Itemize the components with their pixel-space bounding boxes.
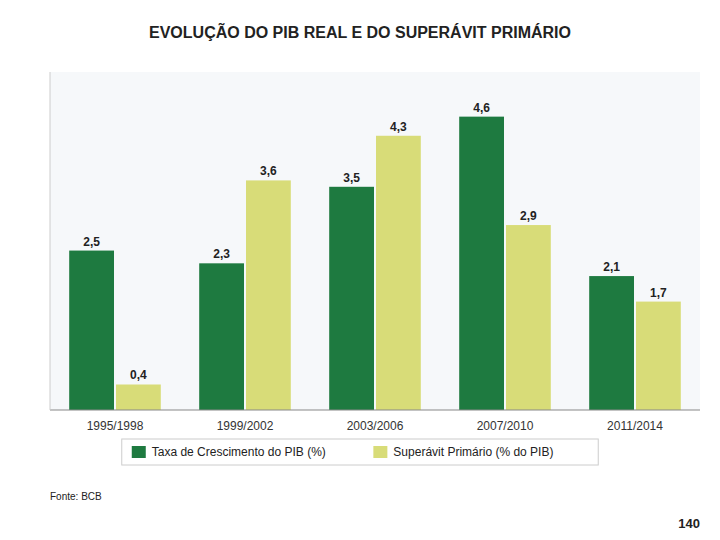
- data-label: 2,5: [83, 235, 100, 249]
- data-label: 4,3: [390, 120, 407, 134]
- x-axis: [50, 410, 700, 411]
- data-label: 0,4: [130, 368, 147, 382]
- data-label: 3,5: [343, 171, 360, 185]
- bar: [459, 117, 504, 410]
- bar: [376, 136, 421, 410]
- bar: [636, 302, 681, 410]
- plot-area: [50, 72, 700, 410]
- bar: [589, 276, 634, 410]
- x-tick-label: 2011/2014: [607, 419, 663, 433]
- page-number: 140: [678, 516, 700, 531]
- bar: [506, 225, 551, 410]
- bars: [69, 117, 681, 410]
- data-label: 1,7: [650, 286, 667, 300]
- legend-swatch: [373, 446, 387, 458]
- legend-entry: Superávit Primário (% do PIB): [393, 445, 553, 459]
- data-labels: 2,5 2,3 3,5 4,6 2,1 0,4 3,6 4,3 2,9 1,7: [83, 101, 667, 383]
- legend-swatch: [132, 446, 146, 458]
- legend: Taxa de Crescimento do PIB (%) Superávit …: [122, 439, 598, 465]
- data-label: 2,9: [520, 209, 537, 223]
- x-tick-label: 2003/2006: [347, 419, 404, 433]
- legend-box: [122, 439, 598, 465]
- data-label: 3,6: [260, 164, 277, 178]
- bar: [246, 180, 291, 410]
- bar: [116, 384, 161, 410]
- source-note: Fonte: BCB: [50, 491, 102, 502]
- data-label: 2,1: [603, 260, 620, 274]
- title: EVOLUÇÃO DO PIB REAL E DO SUPERÁVIT PRIM…: [149, 22, 571, 41]
- chart: EVOLUÇÃO DO PIB REAL E DO SUPERÁVIT PRIM…: [0, 0, 720, 540]
- y-axis: [50, 72, 51, 410]
- data-label: 4,6: [473, 101, 490, 115]
- x-tick-label: 2007/2010: [477, 419, 534, 433]
- data-label: 2,3: [213, 247, 230, 261]
- legend-entry: Taxa de Crescimento do PIB (%): [152, 445, 326, 459]
- x-tick-label: 1999/2002: [217, 419, 274, 433]
- x-tick-label: 1995/1998: [87, 419, 144, 433]
- bar: [199, 263, 244, 410]
- bar: [69, 251, 114, 410]
- bar: [329, 187, 374, 410]
